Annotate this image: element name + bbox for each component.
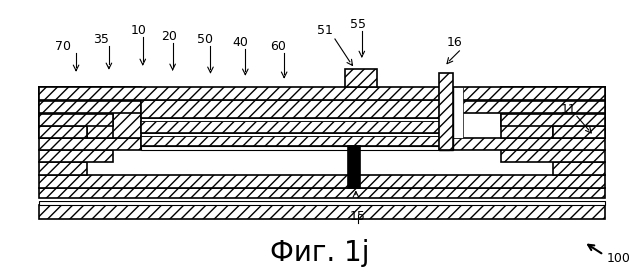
Bar — [39, 175, 605, 187]
Bar — [39, 138, 141, 150]
Bar — [449, 138, 605, 150]
Bar — [141, 118, 449, 121]
Bar — [39, 150, 113, 162]
Bar — [39, 86, 605, 100]
Text: 50: 50 — [198, 33, 214, 46]
Bar — [553, 162, 605, 175]
Bar — [440, 86, 449, 150]
Bar — [440, 73, 453, 150]
Bar — [39, 187, 605, 198]
Bar — [553, 86, 605, 138]
Bar — [345, 69, 377, 86]
Bar — [39, 114, 113, 126]
Text: 55: 55 — [350, 18, 366, 31]
Text: 20: 20 — [161, 30, 177, 43]
Bar — [39, 198, 605, 201]
Bar — [39, 86, 87, 138]
Text: Фиг. 1j: Фиг. 1j — [270, 239, 370, 267]
Bar — [39, 101, 141, 113]
Bar — [141, 133, 449, 136]
Bar — [348, 146, 360, 187]
Bar — [39, 205, 605, 219]
Bar — [39, 201, 605, 205]
Text: 51: 51 — [317, 24, 333, 37]
Bar — [501, 114, 605, 126]
Bar — [501, 86, 605, 138]
Bar — [440, 86, 453, 150]
Bar — [453, 86, 463, 138]
Bar — [39, 162, 87, 175]
Bar — [141, 136, 449, 146]
Bar — [449, 101, 605, 113]
Text: 40: 40 — [232, 36, 248, 49]
Text: 10: 10 — [131, 24, 147, 37]
Text: 60: 60 — [270, 40, 286, 53]
Bar — [39, 126, 87, 138]
Bar — [39, 86, 113, 138]
Text: 35: 35 — [93, 33, 109, 46]
Bar — [39, 86, 141, 138]
Bar — [501, 150, 605, 162]
Text: 70: 70 — [55, 40, 71, 53]
Bar — [141, 146, 449, 150]
Text: 100: 100 — [607, 252, 630, 265]
Bar — [141, 121, 449, 133]
Bar — [141, 100, 449, 118]
Text: 16: 16 — [447, 36, 462, 49]
Bar — [553, 126, 605, 138]
Text: 11: 11 — [561, 103, 577, 116]
Text: 15: 15 — [350, 210, 366, 223]
